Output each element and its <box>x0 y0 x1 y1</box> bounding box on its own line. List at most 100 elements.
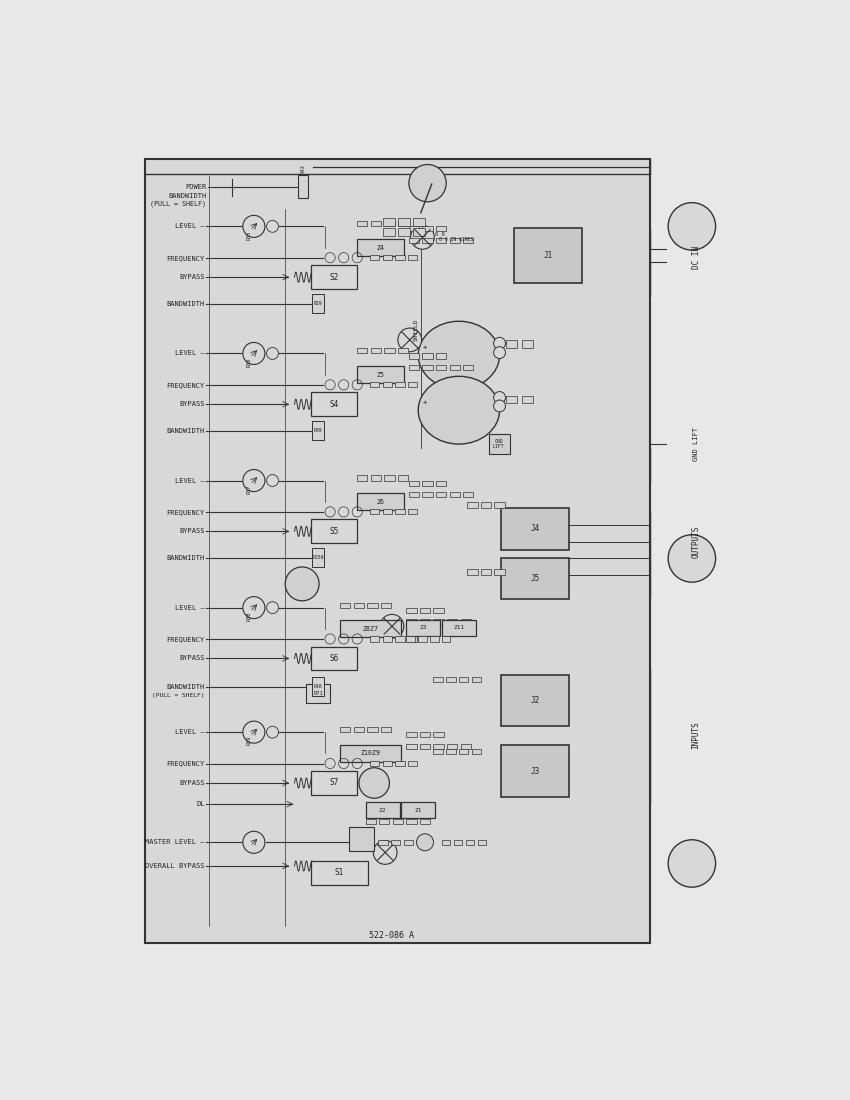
Bar <box>398 221 408 227</box>
Text: R48: R48 <box>314 684 322 689</box>
Bar <box>502 559 569 600</box>
Bar <box>370 761 379 766</box>
Bar <box>420 744 430 749</box>
Bar <box>406 637 415 641</box>
Bar <box>406 733 416 737</box>
Circle shape <box>359 768 389 799</box>
Bar <box>384 221 394 227</box>
Text: Z2: Z2 <box>379 807 387 813</box>
Bar <box>398 349 408 353</box>
Bar <box>466 839 474 845</box>
Bar <box>357 366 404 383</box>
Text: OUTPUTS: OUTPUTS <box>692 526 700 558</box>
Bar <box>434 678 443 682</box>
Text: LEVEL —: LEVEL — <box>175 223 205 230</box>
Bar <box>340 727 350 733</box>
Circle shape <box>267 474 279 486</box>
Bar <box>468 502 478 508</box>
Bar <box>502 745 569 798</box>
Text: BANDWIDTH: BANDWIDTH <box>168 192 207 199</box>
Circle shape <box>398 328 422 352</box>
Bar <box>489 433 510 454</box>
Circle shape <box>373 840 397 865</box>
Text: BYPASS: BYPASS <box>179 274 205 280</box>
Text: BYPASS: BYPASS <box>179 402 205 407</box>
Bar <box>382 255 392 261</box>
Text: BYPASS: BYPASS <box>179 656 205 661</box>
Circle shape <box>416 834 434 850</box>
Text: 0 0 IN WIRES: 0 0 IN WIRES <box>439 236 474 242</box>
Circle shape <box>267 602 279 614</box>
Text: POWER: POWER <box>185 185 207 190</box>
Bar <box>401 803 435 817</box>
Bar <box>463 493 473 497</box>
Bar <box>310 393 357 416</box>
Circle shape <box>267 220 279 232</box>
Circle shape <box>286 566 319 601</box>
Bar <box>406 607 416 613</box>
Text: INPUTS: INPUTS <box>692 720 700 749</box>
Bar <box>391 839 400 845</box>
Bar <box>406 619 416 625</box>
Circle shape <box>267 348 279 360</box>
Bar <box>447 619 457 625</box>
Bar <box>422 365 433 371</box>
Bar <box>463 239 473 243</box>
Bar <box>371 221 381 227</box>
Bar <box>409 239 419 243</box>
Bar <box>450 365 460 371</box>
Text: BANDWIDTH: BANDWIDTH <box>167 428 205 435</box>
Text: FREQUENCY: FREQUENCY <box>167 255 205 261</box>
Bar <box>434 607 444 613</box>
Bar <box>310 265 357 289</box>
Bar <box>357 475 367 481</box>
Bar <box>408 509 417 515</box>
Bar <box>306 684 330 703</box>
Text: GND LIFT: GND LIFT <box>693 427 699 461</box>
Bar <box>340 603 350 607</box>
Bar <box>495 569 505 575</box>
Circle shape <box>243 216 265 238</box>
Bar <box>310 771 357 795</box>
Bar <box>450 493 460 497</box>
Circle shape <box>243 832 265 854</box>
Bar <box>408 761 417 766</box>
Bar <box>459 749 468 755</box>
Bar <box>436 239 446 243</box>
Text: LEVEL —: LEVEL — <box>175 729 205 735</box>
Text: S6: S6 <box>329 653 338 663</box>
Bar <box>472 678 481 682</box>
Text: Z5: Z5 <box>377 372 384 377</box>
Bar <box>408 382 417 387</box>
Bar <box>312 294 324 312</box>
Circle shape <box>494 392 506 404</box>
Bar <box>450 239 460 243</box>
Bar <box>434 744 444 749</box>
Bar <box>312 678 324 695</box>
Bar <box>395 255 405 261</box>
Text: R59: R59 <box>314 301 322 306</box>
Bar <box>340 620 401 637</box>
Bar <box>382 382 392 387</box>
Bar <box>409 493 419 497</box>
Bar <box>436 481 446 485</box>
Circle shape <box>380 615 404 638</box>
Bar <box>436 365 446 371</box>
Text: BANDWIDTH: BANDWIDTH <box>167 556 205 561</box>
Text: +: + <box>422 343 427 350</box>
Bar <box>370 637 379 641</box>
Bar <box>357 349 367 353</box>
Circle shape <box>243 342 265 364</box>
Text: BYPASS: BYPASS <box>179 780 205 786</box>
Text: BYPASS: BYPASS <box>179 528 205 535</box>
Bar <box>378 839 388 845</box>
Bar <box>481 502 491 508</box>
Bar <box>382 637 392 641</box>
Bar <box>404 839 413 845</box>
Bar <box>348 827 374 850</box>
Bar <box>454 839 462 845</box>
Bar <box>406 818 416 824</box>
Bar <box>310 861 368 884</box>
Text: Z6: Z6 <box>377 498 384 505</box>
Text: LEVEL —: LEVEL — <box>175 477 205 484</box>
